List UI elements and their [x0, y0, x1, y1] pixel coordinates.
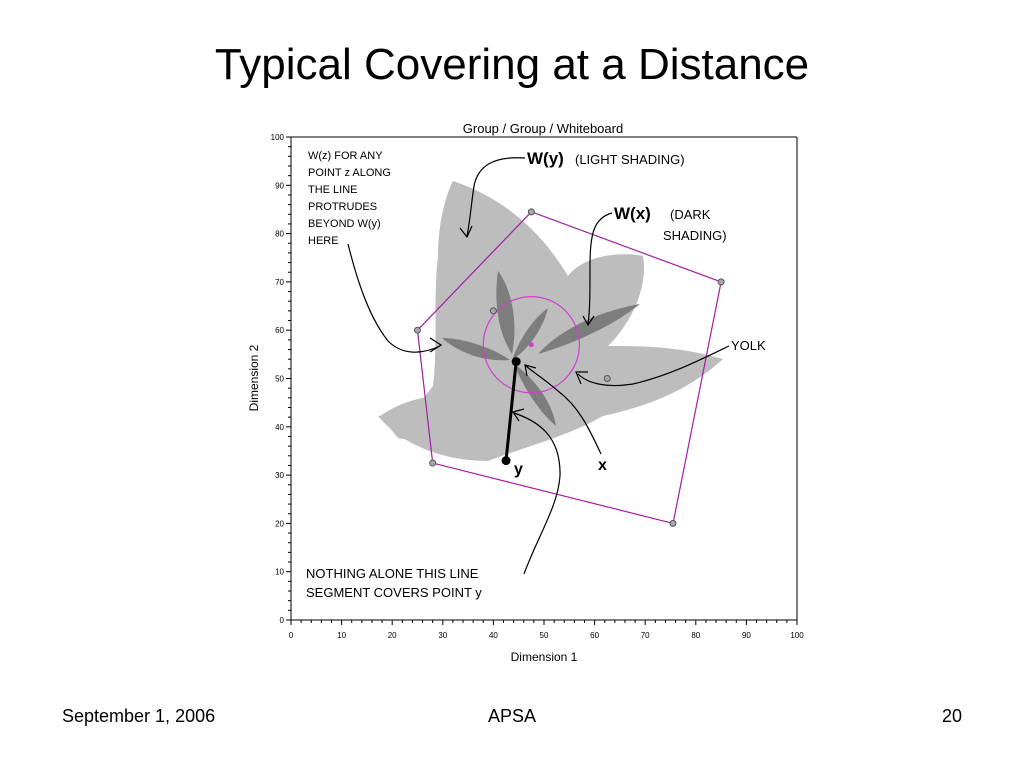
- wx-description-1: (DARK: [670, 207, 711, 222]
- slide-title: Typical Covering at a Distance: [214, 40, 810, 89]
- x-arrow-head: [524, 364, 537, 377]
- bottom-note-line-2: SEGMENT COVERS POINT y: [306, 585, 482, 600]
- ideal-point: [603, 375, 611, 382]
- pareto-hull: [416, 211, 722, 525]
- y-tick-label: 30: [275, 471, 284, 480]
- x-tick-label: 80: [691, 631, 700, 640]
- ideal-points: [414, 208, 725, 527]
- yolk-arrow-head: [575, 371, 588, 385]
- y-tick-label: 60: [275, 326, 284, 335]
- footer-conference: APSA: [487, 706, 537, 726]
- wz-note-line: THE LINE: [308, 184, 358, 196]
- y-tick-label: 40: [275, 423, 284, 432]
- wz-arrow: [347, 243, 441, 353]
- figure-svg: Group / Group / Whiteboard 0 10 20 30 40 50 60…: [238, 116, 810, 668]
- ideal-point: [429, 459, 437, 467]
- wx-dark-region: [442, 271, 640, 426]
- y-tick-label: 90: [275, 181, 284, 190]
- bottom-note-line-1: NOTHING ALONE THIS LINE: [306, 566, 479, 581]
- point-y: [501, 456, 511, 466]
- yolk-center: [528, 342, 534, 348]
- ideal-point: [527, 208, 535, 216]
- y-point-label: y: [514, 461, 523, 478]
- dark-petal-upper: [496, 271, 515, 354]
- wy-label: W(y): [527, 149, 564, 168]
- wz-note-line: BEYOND W(y): [308, 218, 381, 230]
- y-tick-label: 50: [275, 375, 284, 384]
- wx-label: W(x): [614, 204, 651, 223]
- yolk-label: YOLK: [731, 338, 766, 353]
- wz-note-line: POINT z ALONG: [308, 167, 391, 179]
- x-tick-label: 60: [590, 631, 599, 640]
- yolk-circle: [482, 296, 581, 394]
- x-tick-label: 100: [790, 631, 804, 640]
- y-tick-label: 100: [271, 133, 285, 142]
- wz-note-line: W(z) FOR ANY: [308, 150, 383, 162]
- wx-description-2: SHADING): [663, 228, 727, 243]
- point-x: [511, 357, 521, 367]
- footer-date: September 1, 2006: [62, 706, 216, 726]
- spatial-voting-figure: Group / Group / Whiteboard 0 10 20 30 40 50 60…: [238, 116, 810, 668]
- wx-arrow: [587, 212, 613, 325]
- wz-note-line: PROTRUDES: [308, 201, 377, 213]
- x-axis-label: Dimension 1: [511, 650, 578, 664]
- wy-light-region: [378, 181, 723, 461]
- figure-title: Group / Group / Whiteboard: [463, 121, 623, 136]
- x-tick-label: 10: [337, 631, 346, 640]
- wz-note: W(z) FOR ANY POINT z ALONG THE LINE PROT…: [308, 150, 391, 247]
- axis-ticks: 0 10 20 30 40 50 60 70 80 90 100 0 10 20 30 40 50 60 70 80 9…: [271, 133, 805, 640]
- y-tick-label: 10: [275, 568, 284, 577]
- segment-arrow-head: [512, 408, 525, 422]
- y-tick-label: 70: [275, 278, 284, 287]
- ideal-point: [717, 278, 725, 286]
- wy-arrow: [466, 157, 526, 237]
- x-tick-label: 40: [489, 631, 498, 640]
- dark-petal-right: [538, 304, 640, 354]
- x-tick-label: 0: [289, 631, 294, 640]
- ideal-point: [669, 519, 677, 527]
- x-tick-label: 20: [388, 631, 397, 640]
- y-tick-label: 80: [275, 230, 284, 239]
- x-tick-label: 70: [641, 631, 650, 640]
- y-tick-label: 0: [280, 616, 285, 625]
- segment-arrow: [513, 412, 561, 575]
- x-arrow: [525, 365, 602, 455]
- wz-note-line: HERE: [308, 235, 339, 247]
- footer-page-number: 20: [941, 706, 962, 726]
- x-tick-label: 90: [742, 631, 751, 640]
- wy-description: (LIGHT SHADING): [575, 152, 685, 167]
- x-point-label: x: [598, 457, 607, 474]
- yolk-arrow: [577, 345, 730, 387]
- ideal-point: [414, 326, 421, 334]
- wx-arrow-head: [582, 315, 595, 327]
- x-tick-label: 30: [438, 631, 447, 640]
- x-tick-label: 50: [540, 631, 549, 640]
- y-axis-label: Dimension 2: [247, 344, 261, 411]
- wy-lower-lobe: [380, 394, 488, 441]
- annotation-arrows: [347, 157, 730, 575]
- ideal-point: [489, 307, 497, 315]
- dark-petal-lower: [514, 364, 556, 426]
- y-tick-label: 20: [275, 519, 284, 528]
- dark-petal-small: [512, 308, 548, 360]
- wz-arrow-head: [429, 337, 443, 353]
- dark-petal-left: [442, 338, 510, 361]
- line-segment-xy: [504, 361, 518, 461]
- wy-arrow-head: [459, 225, 473, 239]
